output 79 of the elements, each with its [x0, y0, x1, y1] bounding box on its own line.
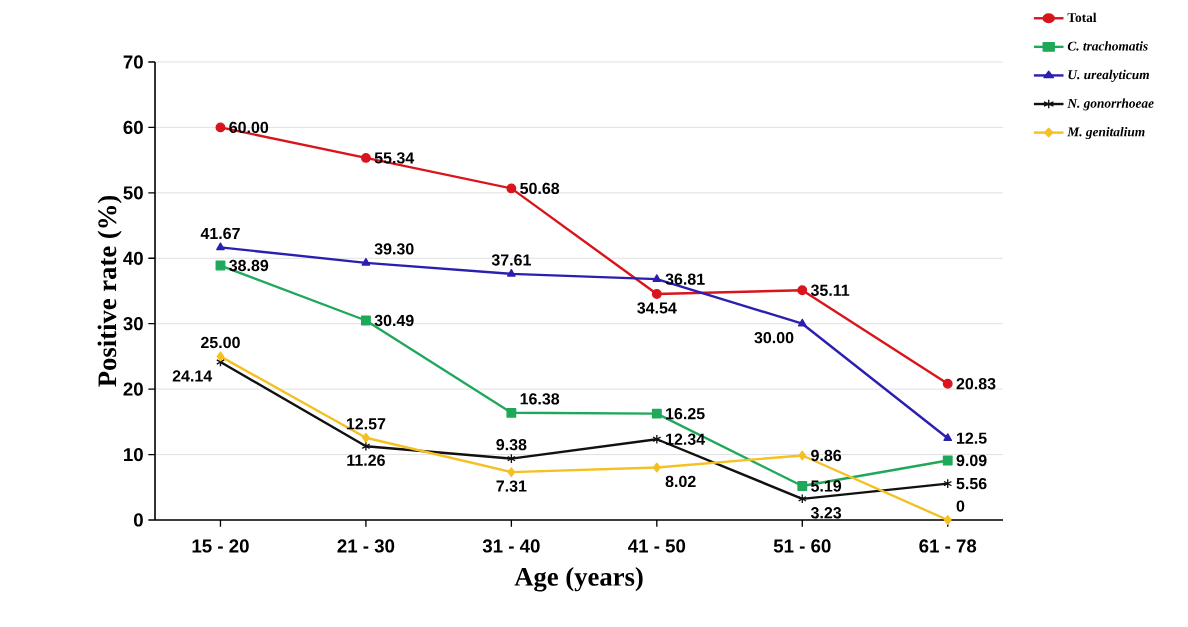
data-label: 37.61 [491, 254, 531, 266]
point [652, 462, 661, 473]
y-tick-label: 20 [123, 382, 143, 396]
data-label: 39.30 [374, 243, 414, 255]
point [943, 478, 953, 489]
point [362, 432, 370, 443]
data-label: 12.57 [346, 418, 386, 430]
legend-label: U. urealyticum [1068, 69, 1149, 82]
point [216, 242, 225, 251]
y-axis-title: Positive rate (%) [97, 195, 122, 387]
x-tick-label: 41 - 50 [628, 539, 686, 553]
data-label: 9.86 [811, 449, 842, 462]
legend-label: Total [1067, 12, 1097, 23]
y-tick-label: 40 [123, 251, 143, 265]
point [215, 122, 226, 133]
data-label: 12.34 [666, 433, 706, 445]
x-axis-title: Age (years) [514, 567, 643, 592]
y-tick-label: 70 [123, 55, 143, 69]
legend-label: N. gonorrhoeae [1067, 98, 1154, 111]
point [506, 407, 517, 418]
data-label: 41.67 [200, 227, 240, 240]
point [651, 289, 662, 299]
y-tick-label: 30 [123, 317, 143, 331]
point [942, 378, 953, 389]
data-label: 35.11 [810, 284, 850, 296]
data-label: 60.00 [229, 121, 269, 134]
x-tick-label: 31 - 40 [482, 539, 540, 553]
y-tick-label: 50 [123, 186, 143, 200]
data-label: 25.00 [201, 336, 240, 349]
point [943, 433, 953, 442]
data-label: 12.5 [957, 432, 987, 444]
data-label: 55.34 [374, 152, 415, 164]
y-tick-label: 60 [123, 120, 143, 135]
point [651, 408, 662, 419]
data-label: 5.19 [811, 480, 842, 492]
data-label: 16.25 [666, 408, 705, 420]
y-tick-label: 0 [133, 513, 143, 527]
data-label: 3.23 [810, 507, 842, 519]
data-label: 0 [956, 500, 965, 512]
point [943, 515, 952, 525]
x-tick-label: 21 - 30 [337, 539, 395, 553]
data-label: 30.00 [754, 331, 794, 344]
data-label: 38.89 [229, 259, 269, 272]
x-tick-label: 15 - 20 [192, 539, 249, 553]
point [652, 434, 662, 445]
point [507, 453, 516, 464]
point [797, 285, 808, 296]
data-label: 24.14 [172, 370, 213, 382]
point [797, 318, 807, 327]
point [507, 467, 516, 478]
x-tick-label: 61 - 78 [919, 539, 977, 553]
point [216, 351, 225, 362]
y-tick-label: 10 [124, 447, 143, 462]
point [797, 481, 808, 491]
data-label: 8.02 [665, 475, 696, 488]
point [652, 274, 662, 282]
point [942, 455, 953, 466]
point [361, 257, 371, 266]
point [798, 450, 807, 461]
legend-label: C. trachomatis [1067, 41, 1148, 51]
data-label: 11.26 [347, 454, 385, 466]
data-label: 30.49 [374, 314, 414, 327]
data-label: 50.68 [520, 182, 560, 195]
point [360, 152, 371, 163]
data-label: 36.81 [665, 273, 705, 285]
data-label: 16.38 [520, 393, 560, 405]
data-label: 34.54 [637, 302, 677, 314]
data-label: 9.38 [496, 439, 527, 451]
point [507, 268, 516, 277]
point [361, 441, 371, 452]
point [797, 493, 807, 504]
legend-label: M. genitalium [1067, 126, 1145, 140]
point [506, 183, 517, 194]
data-label: 5.56 [956, 477, 987, 490]
data-label: 9.09 [956, 454, 987, 467]
point [360, 315, 371, 326]
data-label: 20.83 [956, 378, 996, 390]
data-label: 7.31 [496, 480, 527, 492]
x-tick-label: 51 - 60 [773, 539, 831, 553]
